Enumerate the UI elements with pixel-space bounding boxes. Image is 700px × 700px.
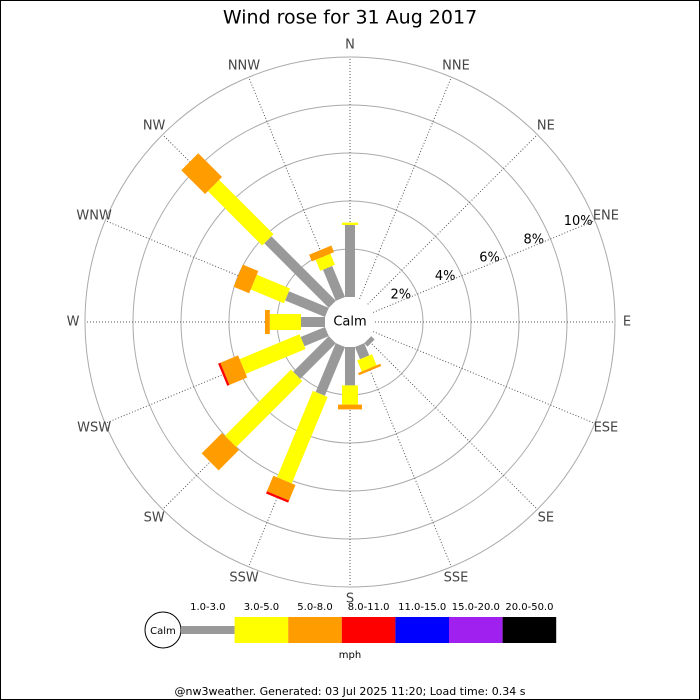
wind-segment: [357, 354, 377, 372]
wind-segment: [269, 314, 302, 330]
spoke: [372, 331, 596, 424]
footer: @nw3weather. Generated: 03 Jul 2025 11:2…: [175, 685, 526, 698]
wind-segment: [233, 264, 259, 294]
legend-label: 20.0-50.0: [505, 602, 553, 613]
wind-segment: [315, 343, 346, 396]
wind-segment: [354, 343, 370, 360]
direction-label: W: [67, 315, 80, 330]
legend-label: 15.0-20.0: [452, 602, 500, 613]
direction-label: WSW: [77, 421, 111, 436]
spoke: [359, 76, 452, 300]
wind-segment: [207, 179, 274, 246]
wind-segment: [364, 336, 375, 347]
wind-segment: [181, 153, 223, 195]
wind-segment: [265, 310, 270, 334]
legend-label: 5.0-8.0: [297, 602, 332, 613]
legend-swatch: [341, 617, 396, 643]
direction-label: E: [623, 315, 631, 330]
wind-segment: [218, 362, 230, 386]
direction-label: ENE: [593, 208, 619, 223]
direction-label: S: [346, 592, 354, 607]
calm-label: Calm: [333, 315, 366, 330]
direction-label: ESE: [594, 421, 619, 436]
legend-swatch: [288, 617, 342, 643]
wind-segment: [345, 225, 355, 297]
ring-label: 6%: [479, 251, 500, 266]
spoke: [367, 339, 538, 510]
legend-label: 1.0-3.0: [190, 602, 225, 613]
wind-segment: [342, 222, 358, 225]
wind-segment: [358, 363, 382, 376]
wind-segment: [345, 347, 355, 386]
legend-swatch: [395, 617, 449, 643]
legend-swatch: [502, 617, 557, 643]
ring-label: 4%: [435, 269, 456, 284]
direction-label: WNW: [76, 208, 112, 223]
wind-segment: [300, 326, 329, 347]
wind-segment: [264, 236, 336, 308]
spoke: [367, 134, 538, 305]
wind-segment: [338, 404, 362, 410]
wind-segment: [277, 390, 328, 484]
chart-title: Wind rose for 31 Aug 2017: [223, 7, 477, 29]
legend-label: 8.0-11.0: [348, 602, 390, 613]
wind-segment: [285, 291, 329, 318]
legend-swatch: [234, 617, 289, 643]
wind-segment: [342, 385, 358, 405]
calm-circle: [325, 297, 375, 347]
wind-segment: [293, 336, 336, 379]
direction-label: SSW: [229, 570, 259, 585]
wind-segment: [224, 369, 303, 448]
ring-label: 2%: [391, 287, 412, 302]
ring-label: 10%: [564, 214, 593, 229]
direction-label: SSE: [444, 570, 469, 585]
ring: [84, 56, 616, 588]
spoke: [372, 220, 596, 313]
ring-label: 8%: [524, 232, 545, 247]
wind-segment: [301, 317, 325, 327]
direction-label: N: [345, 38, 355, 53]
unit-label: mph: [339, 650, 361, 661]
direction-label: NNE: [442, 59, 470, 74]
wind-segment: [322, 265, 346, 301]
legend-calm-label: Calm: [150, 626, 176, 637]
wind-segment: [220, 355, 248, 385]
legend-label: 11.0-15.0: [398, 602, 446, 613]
direction-label: SE: [538, 510, 554, 525]
legend-swatch: [181, 626, 235, 634]
wind-segment: [250, 274, 291, 304]
legend-label: 3.0-5.0: [244, 602, 279, 613]
direction-label: NW: [143, 119, 166, 134]
legend-swatch: [449, 617, 503, 643]
wind-segment: [309, 245, 335, 262]
wind-segment: [265, 491, 290, 503]
direction-label: NNW: [228, 59, 260, 74]
wind-segment: [266, 475, 296, 501]
direction-label: SW: [144, 510, 165, 525]
direction-label: NE: [537, 119, 555, 134]
wind-segment: [315, 253, 335, 271]
wind-segment: [239, 334, 306, 374]
wind-segment: [201, 433, 239, 471]
spoke: [359, 344, 452, 568]
